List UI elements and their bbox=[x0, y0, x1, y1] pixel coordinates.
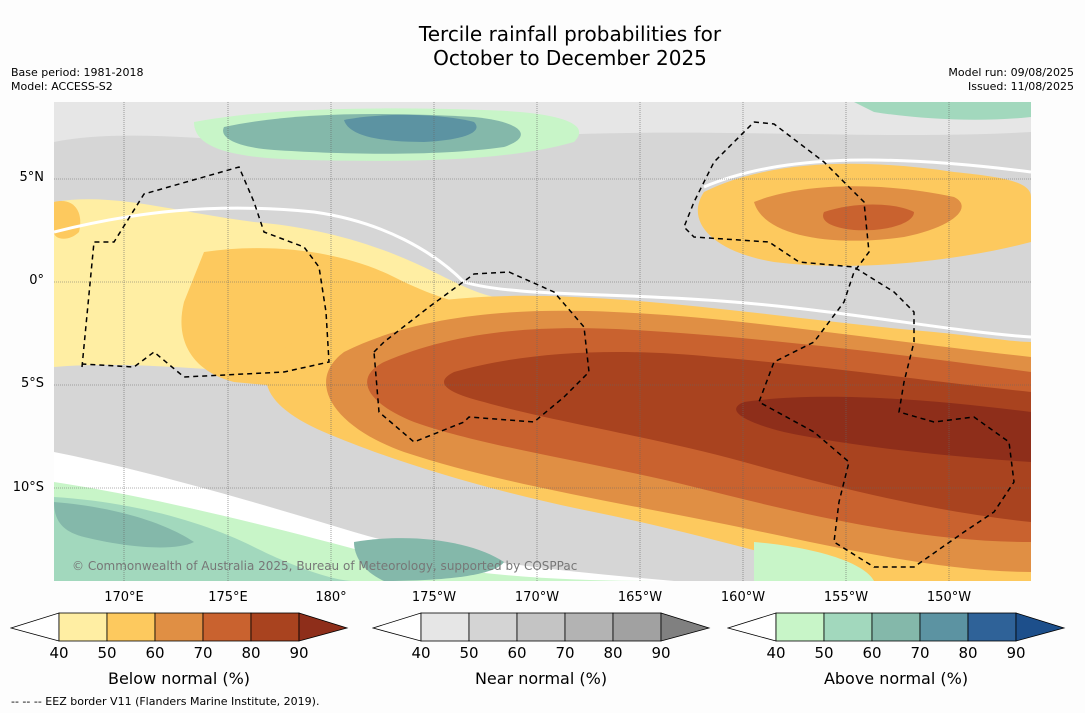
colorbar-segment bbox=[468, 612, 518, 642]
lon-label-165w: 165°W bbox=[617, 590, 663, 605]
cbar1-tick-50: 50 bbox=[459, 644, 479, 662]
cbar2-tick-40: 40 bbox=[766, 644, 786, 662]
contour-line bbox=[703, 158, 1031, 189]
model-run: Model run: 09/08/2025 bbox=[948, 66, 1074, 79]
below-normal-region bbox=[736, 396, 1031, 462]
lon-label-180: 180° bbox=[315, 590, 347, 605]
colorbar-extend-high bbox=[1015, 612, 1066, 642]
eez-border bbox=[81, 166, 330, 378]
above-normal-region bbox=[354, 538, 504, 581]
cbar1-tick-90: 90 bbox=[651, 644, 671, 662]
copyright-notice: © Commonwealth of Australia 2025, Bureau… bbox=[72, 559, 578, 573]
colorbar-segment bbox=[420, 612, 470, 642]
above-normal-region bbox=[344, 114, 477, 142]
lat-label-0: 0° bbox=[29, 273, 44, 288]
colorbar-above-normal bbox=[727, 612, 1066, 642]
colorbar-extend-low bbox=[10, 612, 60, 642]
colorbar-label-above-normal: Above normal (%) bbox=[823, 669, 969, 688]
cbar1-tick-80: 80 bbox=[603, 644, 623, 662]
eez-footnote: -- -- -- EEZ border V11 (Flanders Marine… bbox=[11, 695, 320, 708]
colorbar-label-below-normal: Below normal (%) bbox=[107, 669, 251, 688]
lat-label-10s: 10°S bbox=[12, 480, 44, 495]
cbar2-tick-50: 50 bbox=[814, 644, 834, 662]
colorbar-segment bbox=[775, 612, 825, 642]
cbar1-tick-70: 70 bbox=[555, 644, 575, 662]
colorbar-segment bbox=[967, 612, 1017, 642]
colorbar-segment bbox=[250, 612, 300, 642]
colorbar-below-normal bbox=[10, 612, 349, 642]
colorbar-near-normal bbox=[372, 612, 711, 642]
cbar2-tick-80: 80 bbox=[958, 644, 978, 662]
colorbar-segment bbox=[564, 612, 614, 642]
issued-date: Issued: 11/08/2025 bbox=[967, 80, 1074, 93]
colorbar-segment bbox=[823, 612, 873, 642]
colorbar-segment bbox=[919, 612, 969, 642]
model-name: Model: ACCESS-S2 bbox=[11, 80, 113, 93]
lon-label-150w: 150°W bbox=[926, 590, 972, 605]
lon-label-170w: 170°W bbox=[514, 590, 560, 605]
colorbar-extend-high bbox=[298, 612, 349, 642]
lat-label-5s: 5°S bbox=[20, 376, 44, 391]
above-normal-region bbox=[854, 102, 1031, 120]
title-line-1: Tercile rainfall probabilities for bbox=[418, 22, 722, 46]
colorbar-extend-high bbox=[660, 612, 711, 642]
base-period: Base period: 1981-2018 bbox=[11, 66, 144, 79]
colorbar-segment bbox=[58, 612, 108, 642]
cbar0-tick-70: 70 bbox=[193, 644, 213, 662]
colorbar-segment bbox=[154, 612, 204, 642]
colorbar-segment bbox=[871, 612, 921, 642]
lon-label-160w: 160°W bbox=[720, 590, 766, 605]
colorbar-segment bbox=[202, 612, 252, 642]
lat-label-5n: 5°N bbox=[19, 170, 45, 185]
title-line-2: October to December 2025 bbox=[433, 46, 707, 70]
colorbar-segment bbox=[516, 612, 566, 642]
cbar1-tick-40: 40 bbox=[411, 644, 431, 662]
graticule bbox=[54, 102, 1031, 581]
cbar2-tick-60: 60 bbox=[862, 644, 882, 662]
meta-left: Base period: 1981-2018 Model: ACCESS-S2 bbox=[11, 66, 143, 94]
lon-label-155w: 155°W bbox=[823, 590, 869, 605]
contour-line bbox=[54, 206, 1031, 339]
colorbar-extend-low bbox=[727, 612, 777, 642]
colorbar-extend-low bbox=[372, 612, 422, 642]
cbar0-tick-60: 60 bbox=[145, 644, 165, 662]
colorbar-segment bbox=[612, 612, 662, 642]
cbar1-tick-60: 60 bbox=[507, 644, 527, 662]
above-normal-region bbox=[754, 542, 874, 581]
meta-right: Model run: 09/08/2025 Issued: 11/08/2025 bbox=[948, 66, 1074, 94]
colorbar-label-near-normal: Near normal (%) bbox=[474, 669, 608, 688]
cbar0-tick-90: 90 bbox=[289, 644, 309, 662]
cbar2-tick-70: 70 bbox=[910, 644, 930, 662]
eez-border bbox=[683, 121, 1015, 568]
lon-label-175e: 175°E bbox=[208, 590, 248, 605]
cbar2-tick-90: 90 bbox=[1006, 644, 1026, 662]
lon-label-170e: 170°E bbox=[104, 590, 144, 605]
below-normal-region bbox=[444, 352, 1031, 522]
cbar0-tick-40: 40 bbox=[49, 644, 69, 662]
colorbar-segment bbox=[106, 612, 156, 642]
map-canvas bbox=[54, 102, 1031, 581]
lon-label-175w: 175°W bbox=[411, 590, 457, 605]
probability-map bbox=[54, 102, 1031, 581]
cbar0-tick-80: 80 bbox=[241, 644, 261, 662]
map-title: Tercile rainfall probabilities for Octob… bbox=[0, 22, 1085, 70]
eez-borders bbox=[81, 121, 1015, 568]
cbar0-tick-50: 50 bbox=[97, 644, 117, 662]
